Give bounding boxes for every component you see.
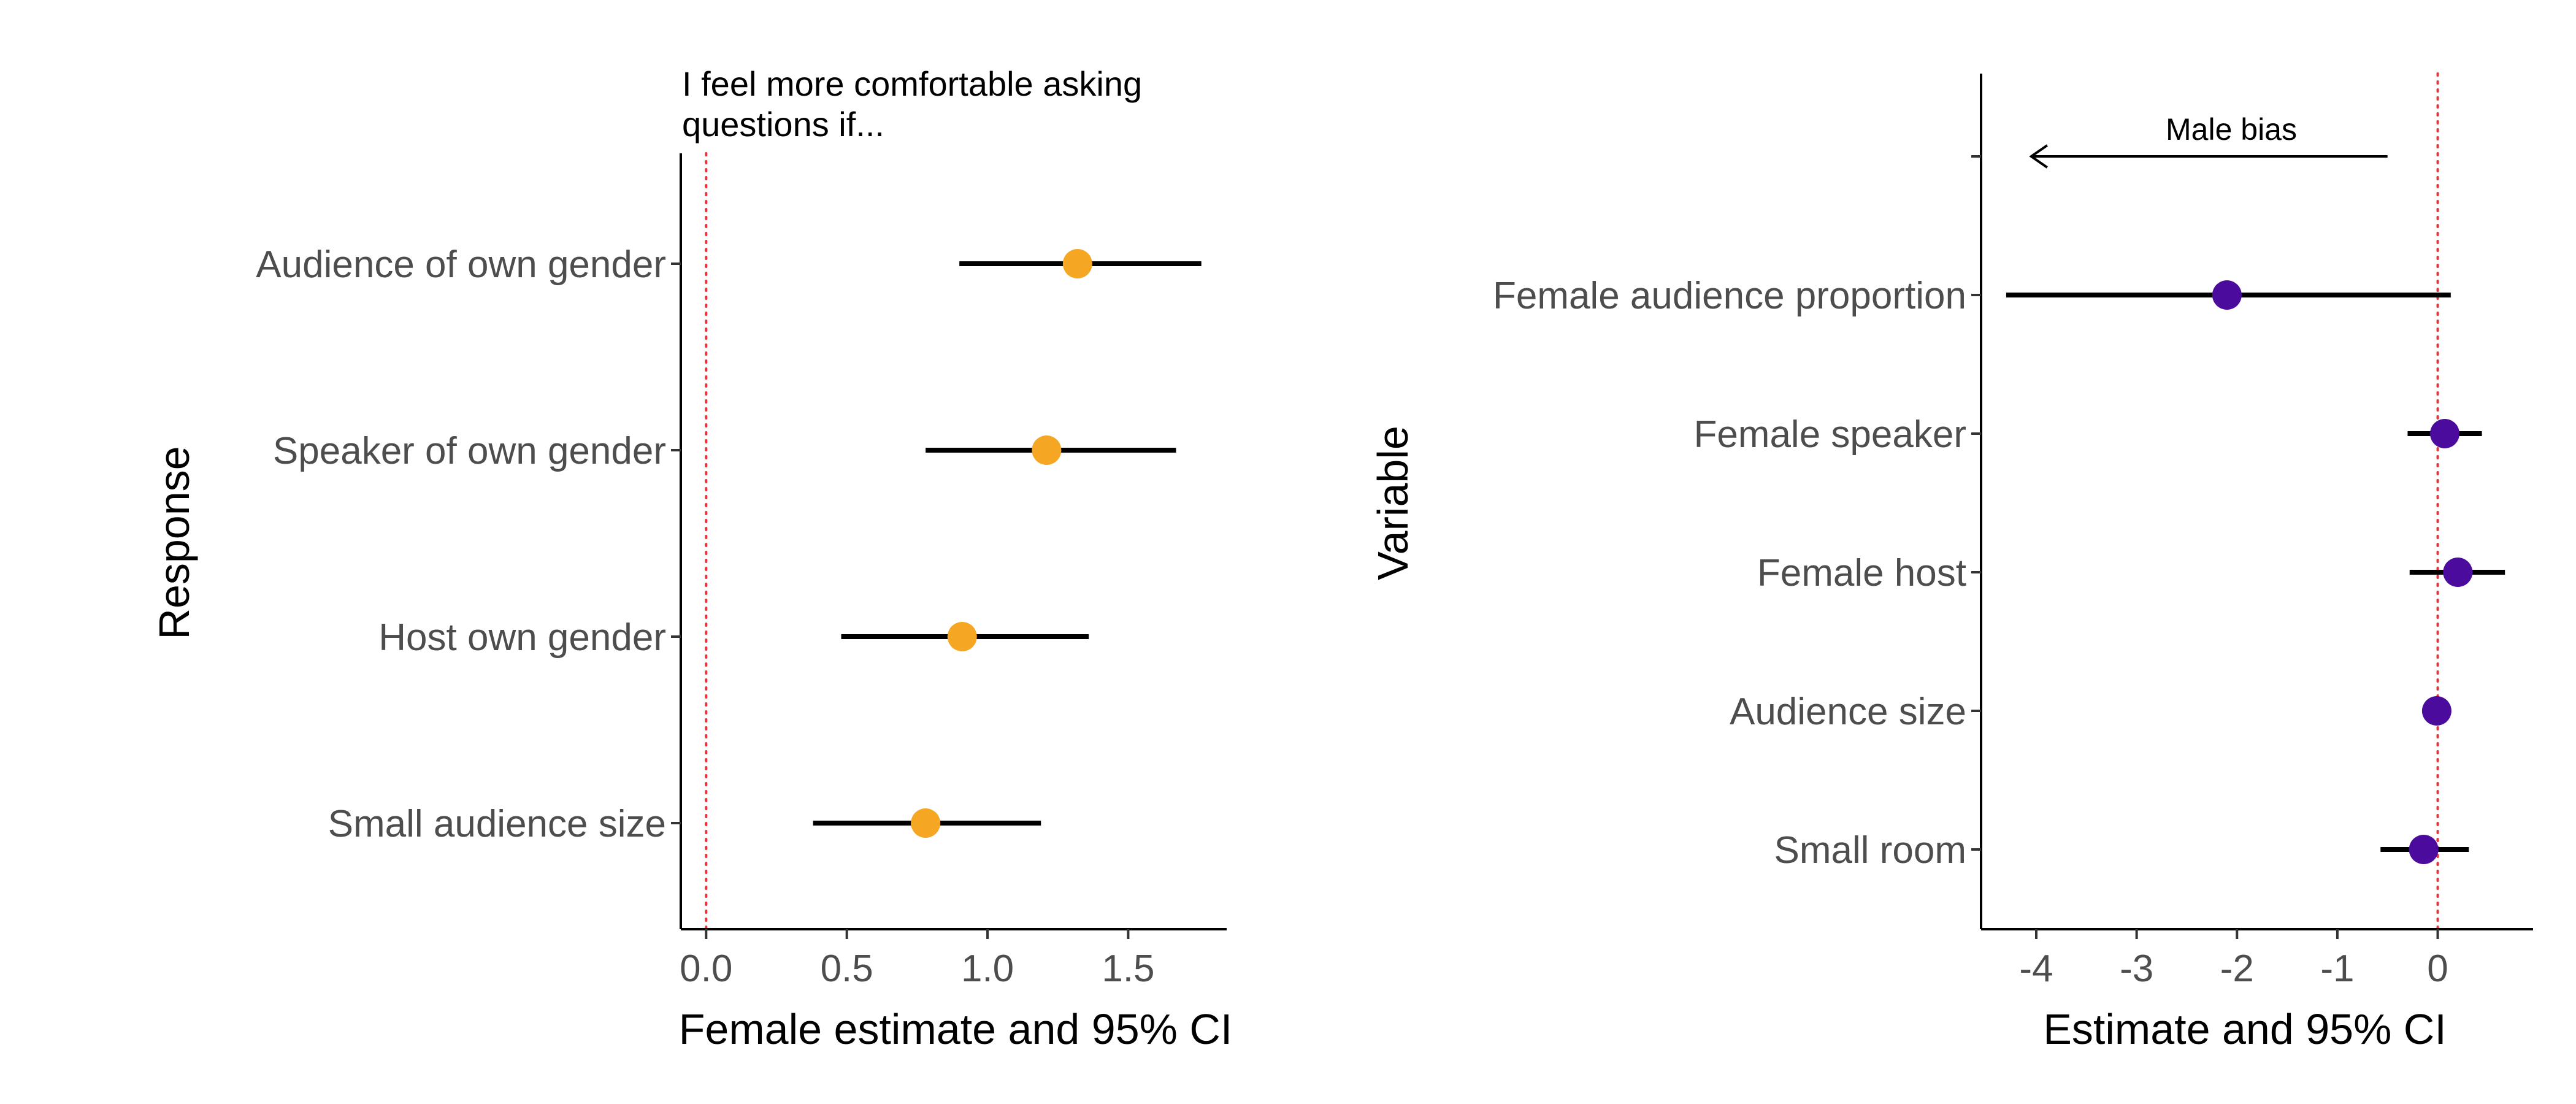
estimate-point — [1032, 435, 1062, 465]
estimate-point — [2421, 696, 2451, 726]
y-tick-label: Speaker of own gender — [273, 430, 666, 472]
arrow-head-icon — [2029, 144, 2048, 169]
y-tick-label: Audience size — [1730, 691, 1966, 733]
left-y-axis-title: Response — [150, 446, 198, 639]
left-x-axis-title: Female estimate and 95% CI — [679, 1005, 1233, 1053]
estimate-point — [2409, 835, 2439, 864]
x-tick-label: 0.0 — [680, 948, 732, 990]
male-bias-annotation: Male bias — [2166, 112, 2297, 147]
right-x-axis-title: Estimate and 95% CI — [2043, 1005, 2447, 1053]
left-panel: I feel more comfortable asking questions… — [150, 64, 1232, 1053]
y-tick-label: Small audience size — [328, 803, 666, 845]
left-panel-title-line-1: I feel more comfortable asking — [682, 64, 1142, 103]
y-tick-label: Audience of own gender — [256, 243, 666, 286]
x-tick-label: 0.5 — [821, 948, 873, 990]
estimate-point — [947, 622, 977, 651]
x-tick-label: -1 — [2320, 948, 2354, 990]
estimate-point — [911, 808, 941, 838]
right-plot-area: -4 -3 -2 -1 0 Female audience proportion Femal… — [1493, 72, 2533, 990]
x-tick-label: 1.5 — [1102, 948, 1154, 990]
estimate-point — [2443, 558, 2473, 587]
x-tick-label: -2 — [2220, 948, 2254, 990]
y-tick-label: Host own gender — [378, 616, 666, 659]
y-tick-label: Female speaker — [1693, 413, 1966, 456]
x-tick-label: -4 — [2019, 948, 2053, 990]
x-tick-label: -3 — [2120, 948, 2153, 990]
right-y-axis-title: Variable — [1369, 426, 1417, 580]
right-panel: -4 -3 -2 -1 0 Female audience proportion Femal… — [1369, 72, 2533, 1053]
x-tick-label: 1.0 — [961, 948, 1014, 990]
y-tick-label: Female audience proportion — [1493, 275, 1966, 317]
left-panel-title-line-2: questions if... — [682, 105, 884, 144]
y-tick-label: Small room — [1774, 829, 1966, 872]
estimate-point — [2430, 419, 2459, 448]
y-tick-label: Female host — [1757, 552, 1966, 594]
left-plot-area: 0.0 0.5 1.0 1.5 Audience of own gender Speake… — [256, 152, 1227, 990]
x-tick-label: 0 — [2427, 948, 2448, 990]
estimate-point — [2212, 280, 2242, 310]
estimate-point — [1062, 249, 1092, 278]
